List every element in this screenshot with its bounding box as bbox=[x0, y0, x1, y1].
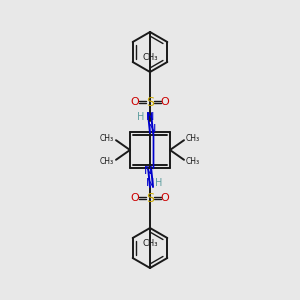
Text: N: N bbox=[146, 178, 154, 188]
Text: S: S bbox=[146, 191, 154, 205]
Text: N: N bbox=[146, 112, 154, 122]
Text: N: N bbox=[148, 124, 156, 134]
Text: O: O bbox=[160, 97, 169, 107]
Text: O: O bbox=[130, 193, 140, 203]
Text: H: H bbox=[137, 112, 145, 122]
Text: CH₃: CH₃ bbox=[186, 157, 200, 166]
Text: O: O bbox=[160, 193, 169, 203]
Text: CH₃: CH₃ bbox=[142, 52, 158, 62]
Text: S: S bbox=[146, 95, 154, 109]
Text: CH₃: CH₃ bbox=[100, 157, 114, 166]
Text: H: H bbox=[155, 178, 163, 188]
Text: CH₃: CH₃ bbox=[142, 238, 158, 247]
Text: CH₃: CH₃ bbox=[186, 134, 200, 143]
Text: O: O bbox=[130, 97, 140, 107]
Text: CH₃: CH₃ bbox=[100, 134, 114, 143]
Text: N: N bbox=[144, 166, 152, 176]
